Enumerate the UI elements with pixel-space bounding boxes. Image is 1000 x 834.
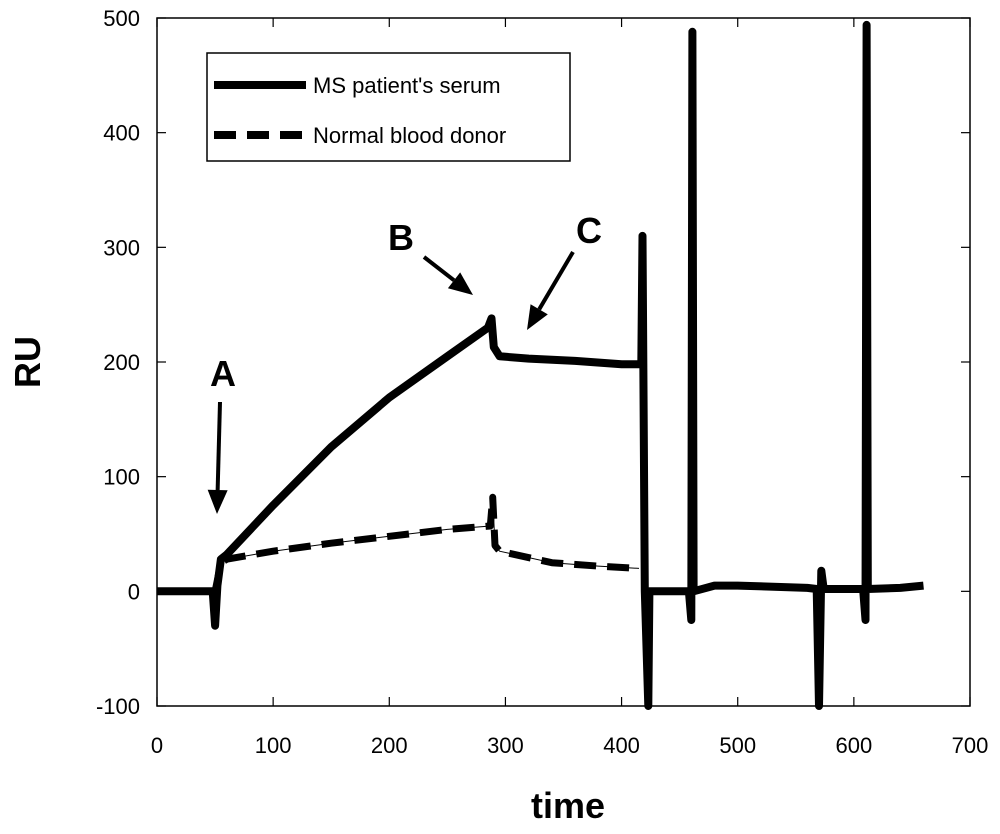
annotation-arrow-head-b xyxy=(447,272,473,295)
x-tick-label: 0 xyxy=(151,733,163,758)
series-line-ms-serum xyxy=(157,20,924,710)
annotation-label-b: B xyxy=(388,217,414,258)
legend: MS patient's serum Normal blood donor xyxy=(206,52,571,162)
x-tick-label: 300 xyxy=(487,733,524,758)
series-line-underlay-1 xyxy=(214,497,640,592)
annotation-arrow-shaft-b xyxy=(422,255,456,282)
legend-box xyxy=(206,52,571,162)
annotation-arrow-shaft-a xyxy=(215,401,222,491)
y-tick-label: 300 xyxy=(103,235,140,260)
x-tick-label: 500 xyxy=(719,733,756,758)
series-layer xyxy=(157,20,924,710)
annotation-layer: A B C xyxy=(207,210,602,514)
x-tick-label: 400 xyxy=(603,733,640,758)
x-axis-title: time xyxy=(531,785,605,826)
y-tick-label: 500 xyxy=(103,6,140,31)
y-tick-label: 100 xyxy=(103,465,140,490)
x-tick-label: 100 xyxy=(255,733,292,758)
y-tick-label: 0 xyxy=(128,579,140,604)
annotation-arrow-head-c xyxy=(527,304,548,330)
legend-label-normal-donor: Normal blood donor xyxy=(313,123,506,148)
y-axis-title: RU xyxy=(7,336,48,388)
x-tick-label: 600 xyxy=(835,733,872,758)
y-tick-label: 200 xyxy=(103,350,140,375)
y-tick-label: -100 xyxy=(96,694,140,719)
annotation-label-a: A xyxy=(210,353,236,394)
annotation-arrow-head-a xyxy=(207,489,228,514)
series-line-normal-donor xyxy=(211,493,640,592)
x-tick-label: 700 xyxy=(952,733,989,758)
legend-label-ms-serum: MS patient's serum xyxy=(313,73,501,98)
annotation-arrow-shaft-c xyxy=(537,250,575,311)
annotation-label-c: C xyxy=(576,210,602,251)
x-tick-label: 200 xyxy=(371,733,408,758)
tick-layer: 0 100 200 300 400 500 600 700 -100 0 100 200 300 400 5… xyxy=(96,6,988,758)
y-tick-label: 400 xyxy=(103,121,140,146)
